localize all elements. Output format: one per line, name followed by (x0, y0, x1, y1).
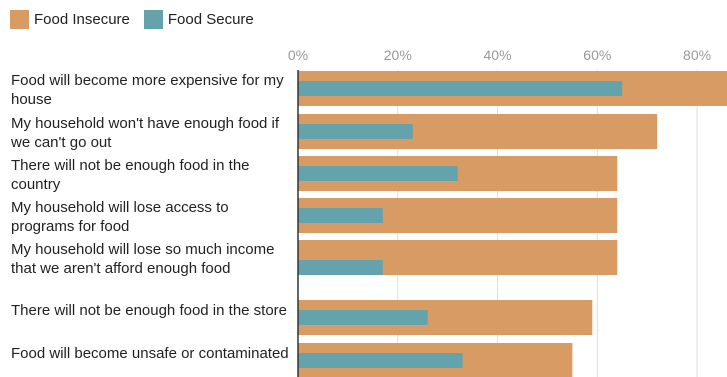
x-tick-label: 20% (383, 47, 412, 63)
legend-swatch-food-insecure (10, 10, 29, 29)
category-label: Food will become unsafe or contaminated (11, 345, 289, 362)
legend-item-food-insecure: Food Insecure (10, 10, 130, 29)
bar-food-secure (298, 310, 428, 325)
category-label: My household won't have enough food if w… (11, 115, 280, 151)
category-label: My household will lose access to program… (11, 199, 229, 235)
bar-food-secure (298, 260, 383, 275)
legend-label-food-insecure: Food Insecure (34, 11, 130, 28)
legend: Food Insecure Food Secure (10, 10, 268, 29)
bar-food-secure (298, 208, 383, 223)
x-tick-label: 60% (583, 47, 612, 63)
category-label: My household will lose so much income th… (11, 241, 275, 277)
category-label: There will not be enough food in the sto… (11, 302, 288, 319)
bar-food-secure (298, 166, 458, 181)
legend-item-food-secure: Food Secure (143, 10, 254, 29)
x-tick-label: 80% (683, 47, 712, 63)
x-tick-label: 40% (483, 47, 512, 63)
bar-food-secure (298, 124, 413, 139)
x-axis-ticks: 0% 20% 40% 60% 80% (0, 47, 727, 67)
x-tick-label: 0% (287, 47, 309, 63)
category-label: Food will become more expensive for my h… (11, 72, 284, 108)
category-label: There will not be enough food in the cou… (11, 157, 250, 193)
legend-swatch-food-secure (143, 10, 163, 29)
legend-label-food-secure: Food Secure (167, 11, 254, 28)
bar-food-secure (298, 81, 623, 96)
bar-food-secure (298, 353, 463, 368)
